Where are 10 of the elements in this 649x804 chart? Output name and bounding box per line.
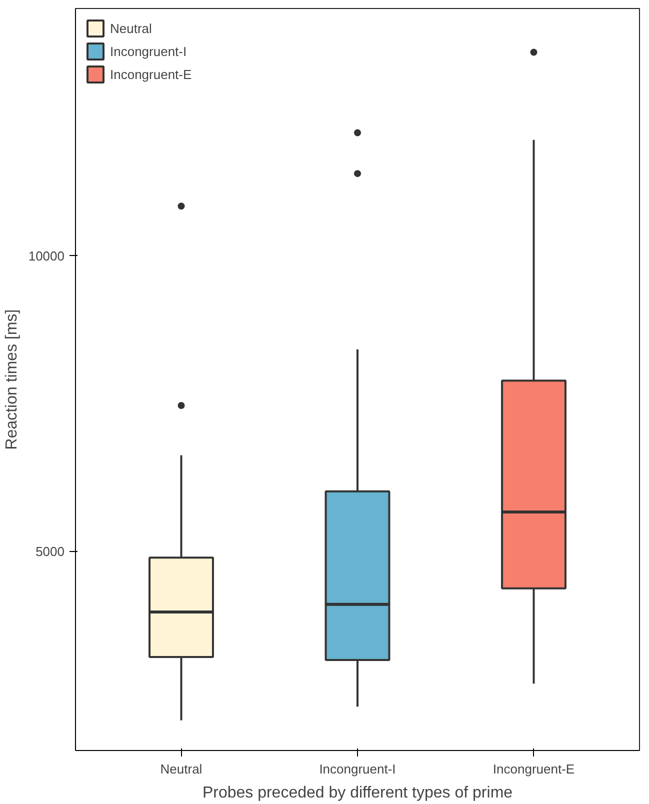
- legend-label: Neutral: [110, 20, 152, 36]
- y-axis-title: Reaction times [ms]: [3, 309, 20, 450]
- x-axis-title: Probes preceded by different types of prime: [202, 784, 513, 802]
- legend-label: Incongruent-E: [110, 66, 192, 82]
- x-tick-label: Incongruent-E: [492, 762, 575, 776]
- x-tick-label: Incongruent-I: [319, 762, 396, 776]
- x-tick-label: Neutral: [160, 762, 202, 776]
- y-tick-label: 10000: [28, 248, 65, 264]
- y-tick-label: 5000: [36, 544, 64, 560]
- legend-label: Incongruent-I: [110, 44, 187, 58]
